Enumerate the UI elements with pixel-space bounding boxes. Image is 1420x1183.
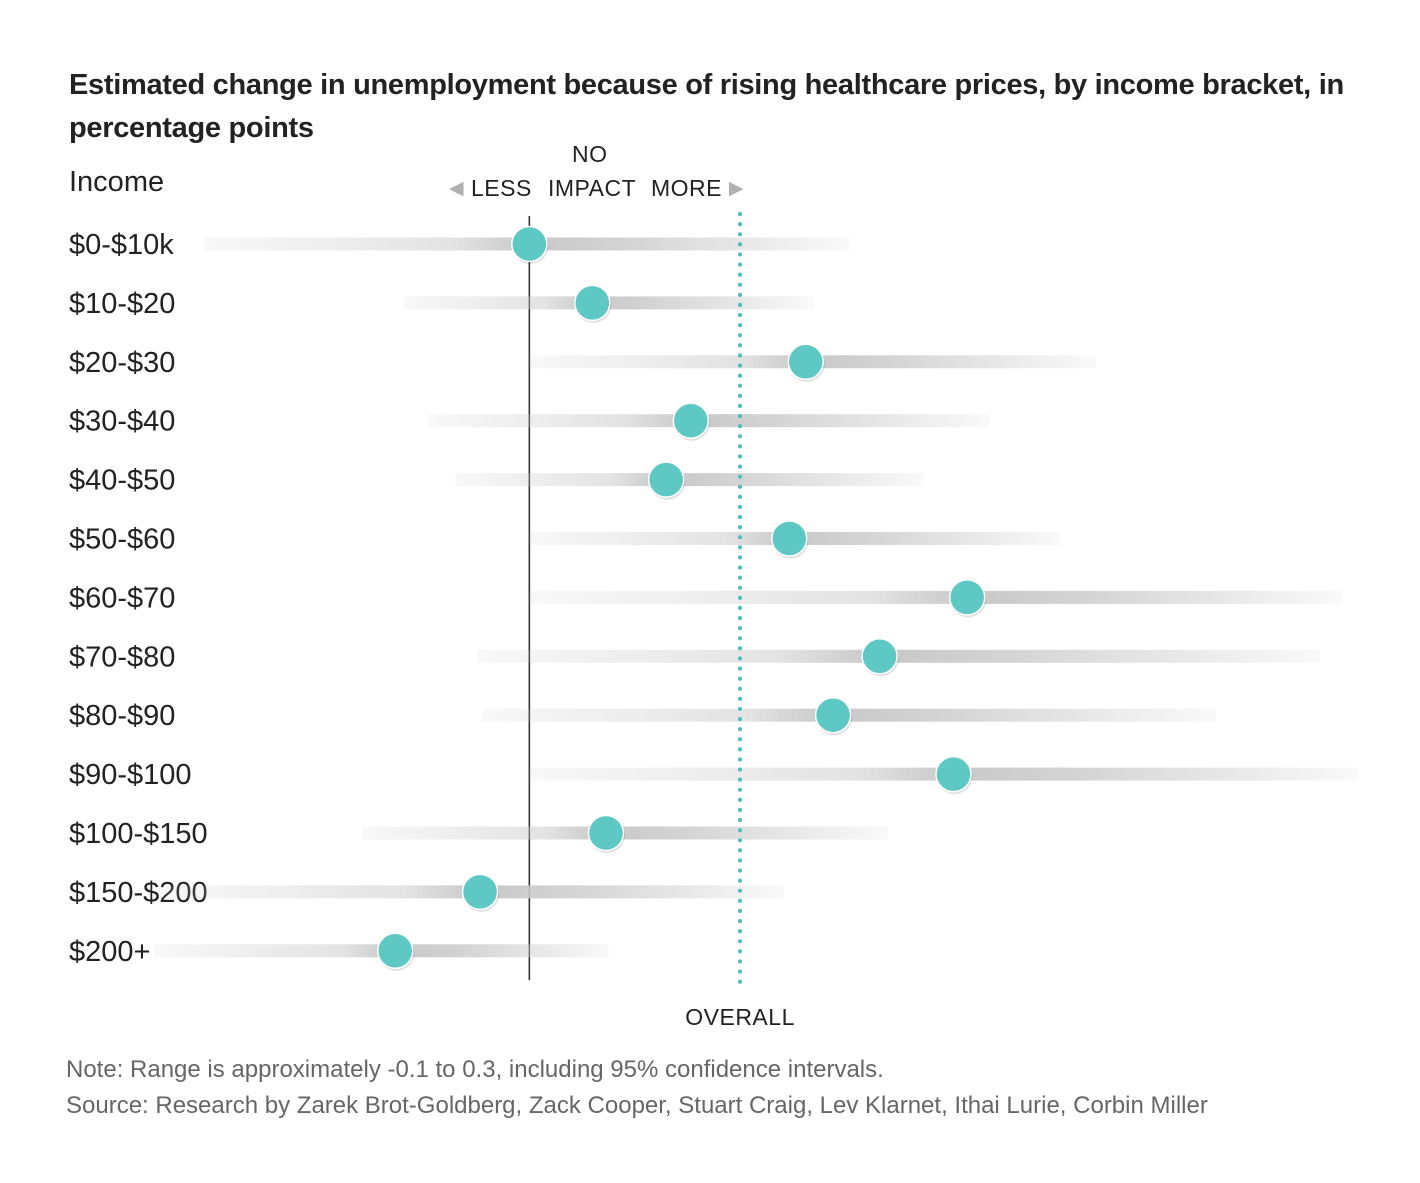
more-direction-label: MORE ▶ [651, 175, 744, 202]
estimate-point [861, 638, 898, 675]
confidence-range-bar [529, 590, 1343, 604]
estimate-point [814, 696, 852, 734]
estimate-point [574, 284, 611, 322]
income-bracket-label: $0-$10k [69, 229, 174, 261]
income-bracket-label: $10-$20 [69, 288, 175, 320]
income-bracket-label: $200+ [69, 936, 150, 968]
right-arrow-icon: ▶ [728, 178, 745, 199]
estimate-point [948, 579, 986, 616]
less-direction-label: ◀ LESS [449, 175, 532, 202]
income-bracket-label: $80-$90 [69, 700, 175, 732]
income-bracket-label: $90-$100 [69, 759, 192, 791]
more-label: MORE [651, 175, 722, 201]
estimate-point [461, 873, 499, 911]
estimate-point [787, 343, 824, 381]
estimate-point [376, 932, 414, 970]
chart-title: Estimated change in unemployment because… [69, 69, 1344, 144]
overall-label: OVERALL [685, 1004, 795, 1030]
confidence-range-bar [362, 826, 888, 840]
note-text: Note: Range is approximately -0.1 to 0.3… [66, 1056, 884, 1083]
estimate-point [647, 461, 685, 498]
income-bracket-label: $100-$150 [69, 818, 208, 850]
no-impact-label-line2: IMPACT [548, 175, 637, 201]
chart-notes: Note: Range is approximately -0.1 to 0.3… [66, 1052, 1208, 1124]
estimate-point [672, 402, 710, 439]
confidence-range-bar [477, 649, 1321, 663]
income-axis-label: Income [69, 166, 165, 198]
income-bracket-label: $40-$50 [69, 465, 175, 497]
estimate-point [935, 755, 972, 793]
left-arrow-icon: ◀ [449, 178, 465, 199]
income-bracket-label: $70-$80 [69, 641, 175, 673]
estimate-point [771, 520, 808, 557]
income-bracket-label: $60-$70 [69, 582, 175, 614]
no-impact-label-line1: NO [572, 141, 608, 167]
less-label: LESS [471, 175, 532, 201]
estimate-point [587, 814, 625, 852]
source-text: Source: Research by Zarek Brot-Goldberg,… [66, 1092, 1208, 1119]
income-bracket-label: $20-$30 [69, 347, 175, 379]
estimate-point [511, 225, 548, 263]
confidence-range-bar [455, 473, 924, 487]
income-bracket-label: $50-$60 [69, 524, 175, 556]
income-bracket-label: $30-$40 [69, 406, 175, 438]
